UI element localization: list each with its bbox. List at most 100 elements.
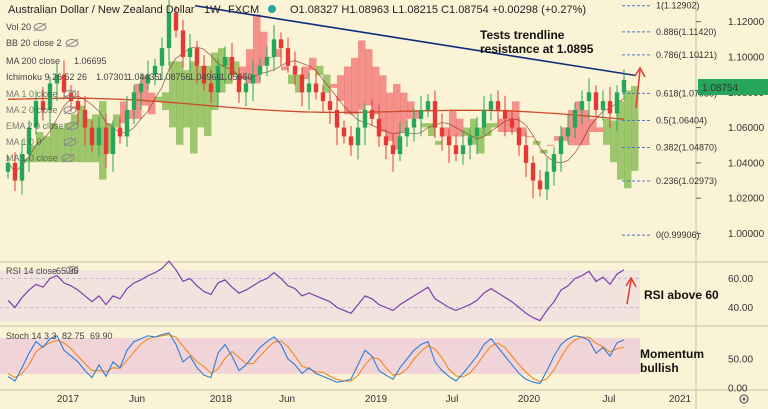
annotation-rsi: RSI above 60 [644, 288, 719, 302]
kumo-cloud-segment [204, 65, 212, 137]
kumo-cloud-segment [43, 136, 51, 163]
candle-body [299, 74, 305, 93]
kumo-cloud-segment [330, 83, 338, 88]
fib-level-label: 0.886(1.11420) [656, 27, 716, 37]
price-tick-label: 1.02000 [728, 194, 765, 205]
candle-body [47, 83, 53, 110]
eye-icon[interactable] [63, 105, 77, 115]
trendline [194, 4, 637, 77]
kumo-cloud-segment [498, 118, 506, 132]
kumo-cloud-segment [50, 123, 58, 163]
stoch-label[interactable]: Stoch 14 3 3 [6, 331, 57, 341]
candle-body [313, 83, 319, 93]
vol-label[interactable]: Vol 20 [6, 22, 31, 32]
kumo-cloud-segment [92, 114, 100, 163]
kumo-cloud-segment [302, 66, 310, 80]
ghost-label-5: MA 1 0 close [6, 153, 58, 163]
eye-icon[interactable] [63, 137, 77, 147]
time-tick-label: 2021 [669, 394, 692, 405]
eye-icon[interactable] [33, 22, 47, 32]
time-tick-label: 2017 [57, 394, 80, 405]
candle-body [26, 127, 32, 155]
rsi-label[interactable]: RSI 14 close [6, 266, 57, 276]
kumo-cloud-segment [78, 105, 86, 163]
kumo-cloud-segment [218, 48, 226, 93]
price-tick-label: 1.12000 [728, 17, 765, 28]
ohlc-readout: O1.08327 H1.08963 L1.08215 C1.08754 +0.0… [290, 4, 586, 16]
candle-body [334, 109, 340, 128]
kumo-cloud-segment [162, 92, 170, 111]
candle-body [117, 127, 123, 137]
stoch-tick-label: 50.00 [728, 355, 753, 366]
candle-body [502, 109, 508, 119]
candle-body [208, 83, 214, 93]
candle-body [54, 74, 60, 84]
kumo-cloud-segment [85, 118, 93, 163]
kumo-cloud-segment [155, 96, 163, 102]
kumo-cloud-segment [99, 101, 107, 180]
candle-body [383, 136, 389, 146]
kumo-cloud-segment [477, 127, 485, 154]
time-tick-label: 2019 [365, 394, 388, 405]
candle-body [152, 65, 158, 75]
candle-body [180, 30, 186, 57]
time-tick-label: 2020 [518, 394, 541, 405]
kumo-cloud-segment [470, 118, 478, 145]
bb-label[interactable]: BB 20 close 2 [6, 38, 62, 48]
annotation-trendline: Tests trendline resistance at 1.0895 [480, 28, 594, 56]
candle-body [145, 74, 151, 84]
candle-body [474, 127, 480, 137]
fib-level-label: 0(0.99906) [656, 230, 700, 240]
kumo-cloud-segment [624, 90, 632, 189]
eye-icon[interactable] [61, 153, 75, 163]
eye-icon[interactable] [65, 265, 79, 275]
ma200-label[interactable]: MA 200 close [6, 56, 60, 66]
ghost-label-4: MA 1 0 0 [6, 137, 42, 147]
candle-body [243, 83, 249, 93]
fib-level-label: 0.236(1.02973) [656, 176, 717, 186]
fib-level-label: 0.382(1.04870) [656, 143, 717, 153]
time-axis [0, 390, 768, 409]
kumo-cloud-segment [484, 123, 492, 137]
kumo-cloud-segment [526, 136, 534, 138]
stoch-k-line [7, 332, 625, 385]
ma200-value: 1.06695 [74, 56, 107, 66]
candle-body [194, 48, 200, 66]
candle-body [390, 145, 396, 155]
candle-body [166, 12, 172, 49]
candle-body [96, 127, 102, 146]
kumo-cloud-segment [120, 101, 128, 124]
candle-body [110, 127, 116, 155]
ichimoku-value-2: 1.04435 [127, 72, 160, 82]
annotation-trendline-line2: resistance at 1.0895 [480, 42, 594, 56]
kumo-cloud-segment [379, 75, 387, 132]
annotation-stoch-line2: bullish [640, 361, 679, 375]
annotation-trendline-line1: Tests trendline [480, 28, 565, 42]
kumo-cloud-segment [323, 74, 331, 93]
ichimoku-label[interactable]: Ichimoku 9 26 52 26 [6, 72, 87, 82]
kumo-cloud-segment [617, 101, 625, 180]
eye-icon[interactable] [63, 89, 77, 99]
kumo-cloud-segment [57, 127, 65, 163]
eye-icon[interactable] [65, 121, 79, 131]
gear-icon[interactable] [739, 394, 749, 404]
candle-body [271, 39, 277, 57]
time-tick-label: Jun [129, 394, 145, 405]
candle-body [229, 56, 235, 75]
kumo-cloud-segment [561, 127, 569, 141]
chart-title: Australian Dollar / New Zealand Dollar [8, 4, 195, 16]
kumo-cloud-segment [610, 120, 618, 163]
kumo-cloud-segment [274, 49, 282, 57]
kumo-cloud-segment [337, 75, 345, 102]
candle-body [467, 136, 473, 146]
arrow-up-icon [634, 66, 646, 109]
kumo-cloud-segment [106, 123, 114, 154]
candle-body [369, 109, 375, 119]
time-tick-label: Jul [603, 394, 616, 405]
kumo-cloud-segment [197, 65, 205, 128]
eye-icon[interactable] [65, 38, 79, 48]
candle-body [614, 92, 620, 114]
rsi-line [7, 260, 625, 322]
last-price-tag [698, 79, 768, 95]
